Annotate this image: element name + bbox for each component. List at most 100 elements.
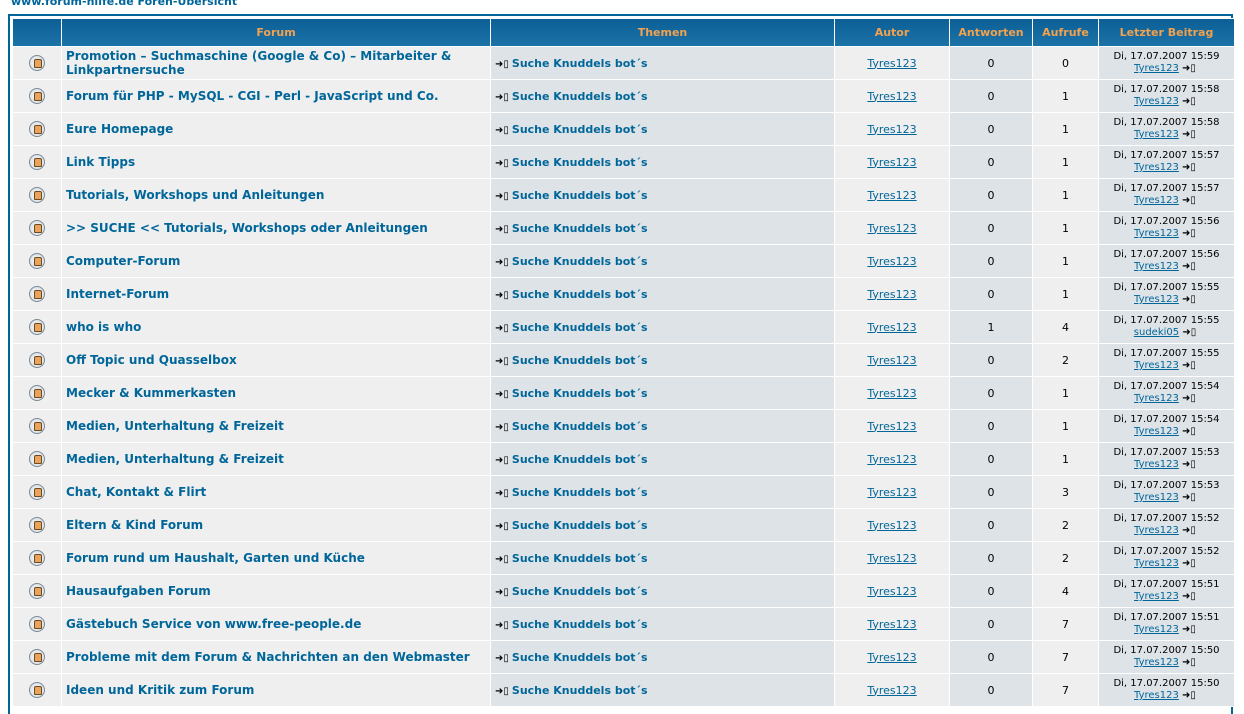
go-to-last-post-icon[interactable]: ➜▯ — [1182, 657, 1196, 668]
go-to-last-post-icon[interactable]: ➜▯ — [1182, 525, 1196, 536]
go-to-last-post-icon[interactable]: ➜▯ — [1182, 558, 1196, 569]
author-link[interactable]: Tyres123 — [867, 584, 917, 598]
forum-link[interactable]: Eure Homepage — [66, 122, 174, 136]
forum-link[interactable]: Medien, Unterhaltung & Freizeit — [66, 452, 284, 466]
topic-link[interactable]: Suche Knuddels bot´s — [511, 254, 648, 268]
arrow-to-post-icon[interactable]: ➜▯ — [495, 685, 509, 697]
arrow-to-post-icon[interactable]: ➜▯ — [495, 322, 509, 334]
forum-link[interactable]: Hausaufgaben Forum — [66, 584, 211, 598]
last-post-user-link[interactable]: Tyres123 — [1134, 228, 1179, 239]
last-post-user-link[interactable]: sudeki05 — [1133, 327, 1180, 338]
go-to-last-post-icon[interactable]: ➜▯ — [1182, 162, 1196, 173]
go-to-last-post-icon[interactable]: ➜▯ — [1182, 63, 1196, 74]
author-link[interactable]: Tyres123 — [867, 452, 917, 466]
topic-link[interactable]: Suche Knuddels bot´s — [511, 452, 648, 466]
topic-link[interactable]: Suche Knuddels bot´s — [511, 89, 648, 103]
last-post-user-link[interactable]: Tyres123 — [1134, 426, 1179, 437]
arrow-to-post-icon[interactable]: ➜▯ — [495, 487, 509, 499]
author-link[interactable]: Tyres123 — [867, 56, 917, 70]
arrow-to-post-icon[interactable]: ➜▯ — [495, 289, 509, 301]
go-to-last-post-icon[interactable]: ➜▯ — [1182, 327, 1197, 338]
topic-link[interactable]: Suche Knuddels bot´s — [511, 56, 648, 70]
author-link[interactable]: Tyres123 — [867, 353, 917, 367]
author-link[interactable]: Tyres123 — [867, 683, 917, 697]
topic-link[interactable]: Suche Knuddels bot´s — [511, 188, 648, 202]
go-to-last-post-icon[interactable]: ➜▯ — [1182, 129, 1196, 140]
forum-link[interactable]: Mecker & Kummerkasten — [66, 386, 237, 400]
forum-link[interactable]: Ideen und Kritik zum Forum — [66, 683, 255, 697]
topic-link[interactable]: Suche Knuddels bot´s — [511, 683, 648, 697]
go-to-last-post-icon[interactable]: ➜▯ — [1182, 195, 1196, 206]
last-post-user-link[interactable]: Tyres123 — [1134, 96, 1179, 107]
topic-link[interactable]: Suche Knuddels bot´s — [511, 650, 648, 664]
last-post-user-link[interactable]: Tyres123 — [1134, 129, 1179, 140]
last-post-user-link[interactable]: Tyres123 — [1134, 657, 1179, 668]
last-post-user-link[interactable]: Tyres123 — [1134, 294, 1179, 305]
author-link[interactable]: Tyres123 — [867, 386, 917, 400]
forum-link[interactable]: Probleme mit dem Forum & Nachrichten an … — [66, 650, 470, 664]
go-to-last-post-icon[interactable]: ➜▯ — [1182, 393, 1196, 404]
arrow-to-post-icon[interactable]: ➜▯ — [495, 586, 509, 598]
last-post-user-link[interactable]: Tyres123 — [1134, 195, 1179, 206]
topic-link[interactable]: Suche Knuddels bot´s — [511, 551, 648, 565]
forum-link[interactable]: Gästebuch Service von www.free-people.de — [66, 617, 362, 631]
last-post-user-link[interactable]: Tyres123 — [1134, 591, 1179, 602]
last-post-user-link[interactable]: Tyres123 — [1134, 360, 1179, 371]
arrow-to-post-icon[interactable]: ➜▯ — [495, 520, 509, 532]
forum-link[interactable]: Link Tipps — [66, 155, 136, 169]
last-post-user-link[interactable]: Tyres123 — [1134, 162, 1179, 173]
last-post-user-link[interactable]: Tyres123 — [1134, 63, 1179, 74]
author-link[interactable]: Tyres123 — [867, 518, 917, 532]
topic-link[interactable]: Suche Knuddels bot´s — [511, 320, 648, 334]
arrow-to-post-icon[interactable]: ➜▯ — [495, 223, 509, 235]
forum-link[interactable]: who is who — [66, 320, 142, 334]
arrow-to-post-icon[interactable]: ➜▯ — [495, 421, 509, 433]
last-post-user-link[interactable]: Tyres123 — [1134, 492, 1179, 503]
author-link[interactable]: Tyres123 — [867, 188, 917, 202]
last-post-user-link[interactable]: Tyres123 — [1134, 525, 1179, 536]
topic-link[interactable]: Suche Knuddels bot´s — [511, 584, 648, 598]
author-link[interactable]: Tyres123 — [867, 287, 917, 301]
go-to-last-post-icon[interactable]: ➜▯ — [1182, 492, 1196, 503]
author-link[interactable]: Tyres123 — [867, 320, 917, 334]
topic-link[interactable]: Suche Knuddels bot´s — [511, 353, 648, 367]
author-link[interactable]: Tyres123 — [867, 650, 917, 664]
go-to-last-post-icon[interactable]: ➜▯ — [1182, 96, 1196, 107]
forum-link[interactable]: Eltern & Kind Forum — [66, 518, 204, 532]
topic-link[interactable]: Suche Knuddels bot´s — [511, 518, 648, 532]
last-post-user-link[interactable]: Tyres123 — [1134, 690, 1179, 701]
author-link[interactable]: Tyres123 — [867, 419, 917, 433]
author-link[interactable]: Tyres123 — [867, 89, 917, 103]
arrow-to-post-icon[interactable]: ➜▯ — [495, 190, 509, 202]
arrow-to-post-icon[interactable]: ➜▯ — [495, 124, 509, 136]
forum-link[interactable]: Medien, Unterhaltung & Freizeit — [66, 419, 284, 433]
go-to-last-post-icon[interactable]: ➜▯ — [1182, 426, 1196, 437]
author-link[interactable]: Tyres123 — [867, 551, 917, 565]
last-post-user-link[interactable]: Tyres123 — [1134, 624, 1179, 635]
topic-link[interactable]: Suche Knuddels bot´s — [511, 155, 648, 169]
arrow-to-post-icon[interactable]: ➜▯ — [495, 256, 509, 268]
author-link[interactable]: Tyres123 — [867, 155, 917, 169]
topic-link[interactable]: Suche Knuddels bot´s — [511, 617, 648, 631]
forum-link[interactable]: Internet-Forum — [66, 287, 170, 301]
author-link[interactable]: Tyres123 — [867, 221, 917, 235]
topic-link[interactable]: Suche Knuddels bot´s — [511, 485, 648, 499]
go-to-last-post-icon[interactable]: ➜▯ — [1182, 360, 1196, 371]
go-to-last-post-icon[interactable]: ➜▯ — [1182, 690, 1196, 701]
topic-link[interactable]: Suche Knuddels bot´s — [511, 419, 648, 433]
arrow-to-post-icon[interactable]: ➜▯ — [495, 355, 509, 367]
forum-link[interactable]: Forum rund um Haushalt, Garten und Küche — [66, 551, 365, 565]
topic-link[interactable]: Suche Knuddels bot´s — [511, 287, 648, 301]
topic-link[interactable]: Suche Knuddels bot´s — [511, 122, 648, 136]
go-to-last-post-icon[interactable]: ➜▯ — [1182, 624, 1196, 635]
arrow-to-post-icon[interactable]: ➜▯ — [495, 91, 509, 103]
topic-link[interactable]: Suche Knuddels bot´s — [511, 386, 648, 400]
last-post-user-link[interactable]: Tyres123 — [1134, 393, 1179, 404]
forum-link[interactable]: Forum für PHP - MySQL - CGI - Perl - Jav… — [66, 89, 439, 103]
forum-link[interactable]: >> SUCHE << Tutorials, Workshops oder An… — [66, 221, 428, 235]
author-link[interactable]: Tyres123 — [867, 617, 917, 631]
go-to-last-post-icon[interactable]: ➜▯ — [1182, 459, 1196, 470]
author-link[interactable]: Tyres123 — [867, 254, 917, 268]
forum-link[interactable]: Chat, Kontakt & Flirt — [66, 485, 207, 499]
forum-link[interactable]: Promotion – Suchmaschine (Google & Co) –… — [66, 49, 452, 77]
